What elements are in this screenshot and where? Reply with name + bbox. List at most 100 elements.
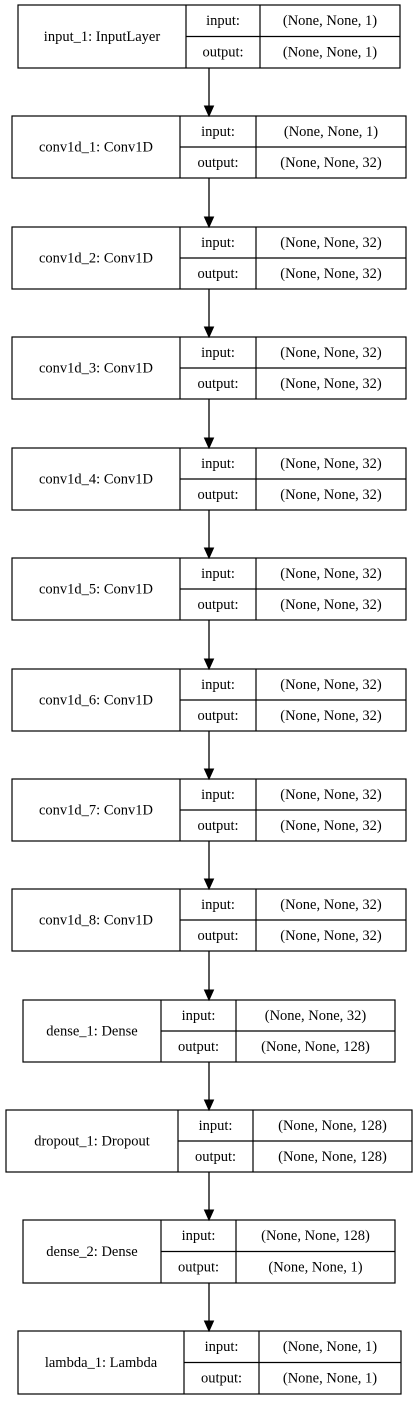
output-shape: (None, None, 1) [283,45,377,61]
layer-name: conv1d_4: Conv1D [39,471,153,487]
input-label: input: [201,897,235,913]
arrowhead-icon [203,326,215,339]
output-shape: (None, None, 32) [280,708,382,724]
arrowhead-icon [203,105,215,118]
output-shape: (None, None, 32) [280,597,382,613]
output-label: output: [197,818,238,834]
layer-name: conv1d_6: Conv1D [39,692,153,708]
input-shape: (None, None, 32) [265,1008,367,1024]
input-label: input: [201,566,235,582]
edge-arrow [203,178,215,229]
edge-arrow [203,951,215,1002]
output-label: output: [197,487,238,503]
input-label: input: [205,1339,239,1355]
output-shape: (None, None, 128) [278,1149,387,1165]
arrowhead-icon [203,1209,215,1222]
input-shape: (None, None, 32) [280,897,382,913]
input-label: input: [182,1228,216,1244]
edge-arrow [203,620,215,671]
edge-arrow [203,399,215,450]
output-shape: (None, None, 32) [280,818,382,834]
layer-name: dropout_1: Dropout [34,1133,150,1149]
input-label: input: [201,677,235,693]
output-label: output: [197,155,238,171]
input-shape: (None, None, 32) [280,345,382,361]
layer-name: conv1d_3: Conv1D [39,360,153,376]
layer-node-dense-1: dense_1: Dense input: output: (None, None, … [22,999,396,1063]
input-label: input: [206,13,240,29]
output-shape: (None, None, 32) [280,928,382,944]
input-label: input: [201,345,235,361]
output-label: output: [202,45,243,61]
output-shape: (None, None, 32) [280,376,382,392]
output-label: output: [195,1149,236,1165]
output-shape: (None, None, 32) [280,266,382,282]
input-label: input: [201,235,235,251]
input-shape: (None, None, 32) [280,787,382,803]
layer-name: conv1d_7: Conv1D [39,802,153,818]
arrowhead-icon [203,878,215,891]
input-shape: (None, None, 32) [280,235,382,251]
input-shape: (None, None, 128) [278,1118,387,1134]
output-shape: (None, None, 1) [268,1260,362,1276]
input-shape: (None, None, 128) [261,1228,370,1244]
layer-name: conv1d_2: Conv1D [39,250,153,266]
arrowhead-icon [203,1099,215,1112]
edge-arrow [203,841,215,891]
edge-arrow [203,731,215,781]
edge-arrow [203,68,215,118]
layer-node-input-1: input_1: InputLayer input: output: (None, N… [17,4,401,69]
layer-node-conv1d-4: conv1d_4: Conv1D input: output: (None, None… [11,447,407,511]
layer-node-dropout-1: dropout_1: Dropout input: output: (None, No… [5,1109,413,1173]
edge-arrow [203,1283,215,1333]
arrowhead-icon [203,1320,215,1333]
layer-node-conv1d-3: conv1d_3: Conv1D input: output: (None, None… [11,336,407,400]
output-label: output: [197,266,238,282]
edge-arrow [203,289,215,339]
output-shape: (None, None, 1) [283,1371,377,1387]
edge-arrow [203,510,215,560]
output-shape: (None, None, 128) [261,1039,370,1055]
input-shape: (None, None, 1) [283,1339,377,1355]
layer-name: conv1d_1: Conv1D [39,139,153,155]
arrowhead-icon [203,547,215,560]
output-label: output: [197,376,238,392]
input-label: input: [182,1008,216,1024]
input-label: input: [201,124,235,140]
output-shape: (None, None, 32) [280,155,382,171]
edge-arrow [203,1172,215,1222]
edge-arrow [203,1062,215,1112]
layer-name: dense_2: Dense [46,1244,137,1260]
layer-name: conv1d_5: Conv1D [39,581,153,597]
input-label: input: [201,787,235,803]
layer-node-conv1d-2: conv1d_2: Conv1D input: output: (None, None… [11,226,407,290]
arrowhead-icon [203,437,215,450]
output-shape: (None, None, 32) [280,487,382,503]
layer-name: conv1d_8: Conv1D [39,912,153,928]
input-label: input: [201,456,235,472]
arrowhead-icon [203,768,215,781]
output-label: output: [197,928,238,944]
output-label: output: [197,597,238,613]
arrowhead-icon [203,989,215,1002]
output-label: output: [178,1260,219,1276]
layer-node-conv1d-6: conv1d_6: Conv1D input: output: (None, None… [11,668,407,732]
layer-name: lambda_1: Lambda [45,1355,158,1371]
layer-node-lambda-1: lambda_1: Lambda input: output: (None, None… [17,1330,402,1395]
input-shape: (None, None, 32) [280,677,382,693]
layer-node-conv1d-1: conv1d_1: Conv1D input: output: (None, None… [11,115,407,179]
input-label: input: [199,1118,233,1134]
layer-node-conv1d-8: conv1d_8: Conv1D input: output: (None, None… [11,888,407,952]
layer-node-dense-2: dense_2: Dense input: output: (None, None, … [22,1219,396,1284]
output-label: output: [178,1039,219,1055]
arrowhead-icon [203,216,215,229]
input-shape: (None, None, 1) [283,13,377,29]
layer-node-conv1d-5: conv1d_5: Conv1D input: output: (None, None… [11,557,407,621]
input-shape: (None, None, 1) [284,124,378,140]
input-shape: (None, None, 32) [280,566,382,582]
input-shape: (None, None, 32) [280,456,382,472]
output-label: output: [201,1371,242,1387]
layer-name: input_1: InputLayer [44,29,161,45]
layer-name: dense_1: Dense [46,1023,137,1039]
